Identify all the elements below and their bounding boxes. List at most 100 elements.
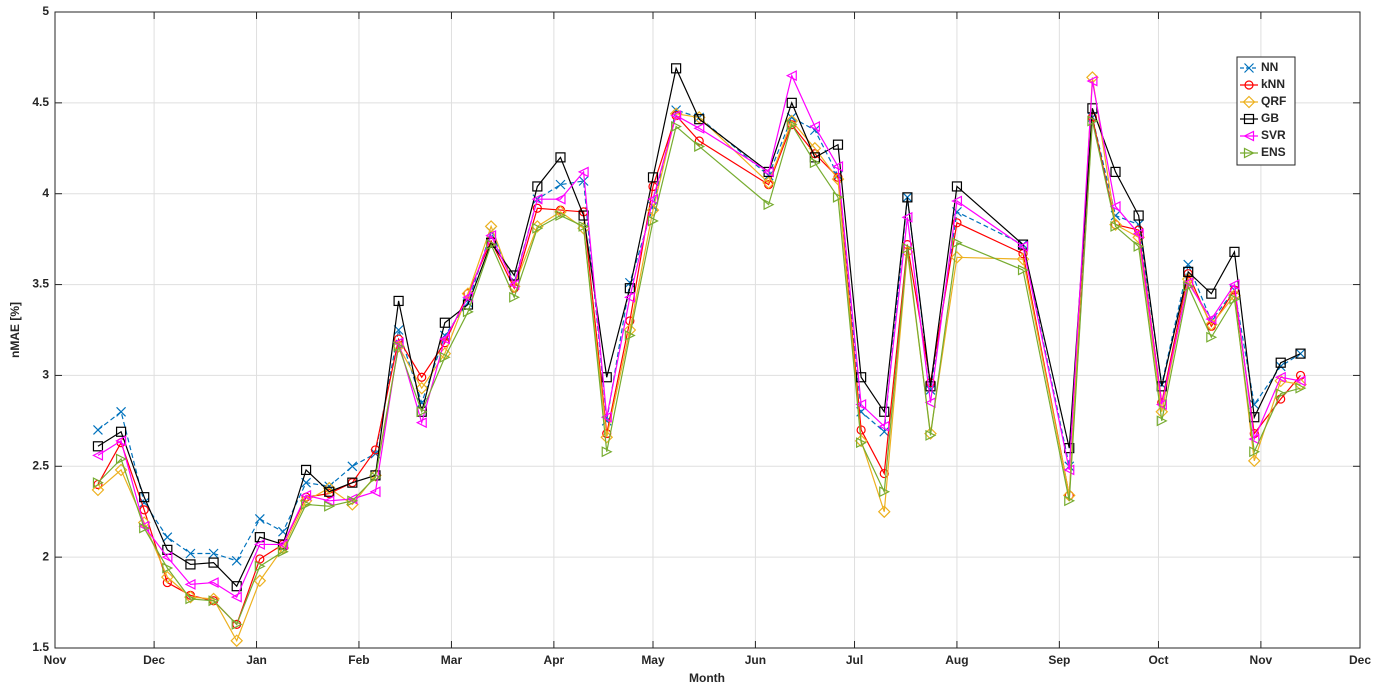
- legend-label: ENS: [1261, 145, 1286, 159]
- marker: [601, 446, 613, 458]
- marker: [300, 498, 312, 510]
- x-tick-label: Aug: [945, 653, 968, 667]
- marker: [1110, 220, 1122, 232]
- series: [92, 70, 1306, 603]
- marker: [693, 122, 705, 134]
- marker: [439, 351, 451, 363]
- marker: [439, 317, 450, 328]
- marker: [951, 237, 963, 249]
- marker: [1276, 394, 1286, 404]
- marker: [762, 166, 774, 178]
- legend-label: QRF: [1261, 94, 1286, 108]
- marker: [785, 70, 797, 82]
- x-tick-label: Feb: [348, 653, 369, 667]
- marker: [185, 559, 196, 570]
- marker: [1244, 80, 1254, 90]
- marker: [1274, 374, 1288, 388]
- marker: [647, 172, 659, 183]
- marker: [185, 548, 196, 559]
- marker: [253, 574, 267, 588]
- marker: [600, 411, 612, 423]
- marker: [393, 295, 404, 307]
- marker: [231, 618, 243, 630]
- marker: [832, 191, 844, 203]
- marker: [856, 372, 867, 383]
- y-tick-label: 1.5: [32, 640, 49, 654]
- marker: [855, 399, 867, 410]
- marker: [950, 250, 964, 264]
- marker: [439, 333, 450, 345]
- marker: [671, 121, 682, 132]
- marker: [1295, 348, 1306, 359]
- marker: [254, 514, 265, 524]
- series-line: [97, 120, 1301, 626]
- marker: [694, 114, 705, 125]
- marker: [208, 595, 220, 607]
- legend-label: GB: [1261, 111, 1279, 125]
- marker: [139, 522, 151, 534]
- marker: [161, 551, 173, 563]
- marker: [856, 425, 866, 435]
- marker: [809, 157, 821, 169]
- legend-label: SVR: [1261, 128, 1286, 142]
- marker: [324, 486, 335, 497]
- marker: [91, 483, 105, 497]
- marker: [647, 215, 659, 227]
- marker: [624, 291, 635, 303]
- marker: [532, 203, 542, 213]
- y-tick-label: 2: [42, 549, 49, 563]
- marker: [254, 560, 266, 572]
- marker: [1016, 252, 1030, 266]
- marker: [554, 193, 566, 205]
- marker: [578, 220, 590, 232]
- marker: [139, 492, 150, 503]
- marker: [208, 548, 219, 559]
- marker: [1275, 388, 1287, 400]
- x-tick-label: Dec: [1349, 653, 1371, 667]
- marker: [277, 546, 289, 558]
- marker: [1133, 240, 1145, 252]
- series-line: [97, 109, 1301, 562]
- marker: [832, 160, 844, 172]
- marker: [462, 306, 474, 318]
- marker: [879, 406, 890, 417]
- marker: [694, 136, 704, 146]
- marker: [208, 557, 219, 568]
- marker: [1017, 264, 1029, 276]
- y-tick-label: 5: [42, 4, 49, 18]
- marker: [486, 239, 497, 251]
- marker: [555, 152, 566, 163]
- marker: [1132, 230, 1145, 244]
- marker: [879, 486, 891, 498]
- marker: [1228, 279, 1240, 291]
- x-tick-label: Jul: [846, 653, 863, 667]
- marker: [808, 141, 822, 155]
- marker: [879, 468, 889, 479]
- marker: [1206, 331, 1218, 343]
- marker: [1249, 446, 1261, 458]
- marker: [347, 495, 359, 507]
- marker: [1156, 415, 1168, 427]
- marker: [1183, 280, 1195, 292]
- series: [93, 110, 1306, 629]
- marker: [1133, 210, 1144, 221]
- marker: [1109, 200, 1121, 212]
- marker: [692, 111, 706, 124]
- y-tick-label: 3.5: [32, 277, 49, 291]
- marker: [347, 477, 358, 488]
- marker: [1183, 266, 1194, 277]
- marker: [162, 562, 174, 574]
- marker: [415, 381, 429, 395]
- marker: [531, 193, 543, 205]
- marker: [185, 593, 197, 605]
- marker: [832, 139, 844, 150]
- marker: [671, 63, 682, 74]
- legend-label: NN: [1261, 60, 1278, 74]
- marker: [116, 406, 127, 417]
- marker: [485, 230, 497, 241]
- marker: [92, 441, 104, 452]
- marker: [1132, 228, 1144, 240]
- y-tick-label: 2.5: [32, 458, 49, 472]
- marker: [255, 554, 265, 564]
- marker: [1243, 130, 1255, 142]
